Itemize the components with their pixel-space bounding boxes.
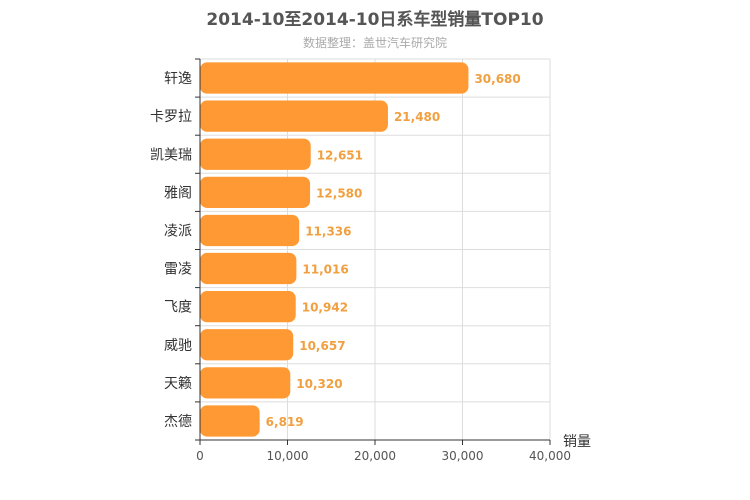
x-tick-label: 30,000 bbox=[442, 449, 484, 463]
category-label: 卡罗拉 bbox=[150, 109, 192, 125]
bar bbox=[200, 100, 388, 132]
category-label: 凯美瑞 bbox=[150, 147, 192, 163]
value-label: 6,819 bbox=[266, 415, 304, 429]
bar bbox=[200, 405, 260, 437]
category-label: 杰德 bbox=[164, 414, 192, 430]
category-label: 飞度 bbox=[164, 300, 192, 316]
x-tick-label: 0 bbox=[196, 449, 204, 463]
value-label: 11,016 bbox=[302, 263, 348, 277]
value-label: 10,320 bbox=[296, 377, 342, 391]
bar bbox=[200, 214, 300, 247]
bar bbox=[200, 291, 296, 323]
bar bbox=[200, 62, 469, 94]
value-label: 10,942 bbox=[302, 301, 348, 315]
bar bbox=[200, 176, 311, 208]
value-label: 12,580 bbox=[316, 186, 362, 200]
category-label: 雅阁 bbox=[164, 185, 192, 201]
bar bbox=[200, 138, 311, 170]
chart-subtitle: 数据整理：盖世汽车研究院 bbox=[303, 35, 447, 50]
bar bbox=[200, 367, 291, 399]
x-tick-label: 10,000 bbox=[267, 449, 309, 463]
category-label: 轩逸 bbox=[164, 71, 192, 87]
x-tick-label: 40,000 bbox=[529, 449, 571, 463]
category-label: 雷凌 bbox=[164, 262, 192, 278]
x-axis-title: 销量 bbox=[563, 434, 591, 450]
grid-lines bbox=[199, 58, 551, 441]
bar bbox=[200, 329, 294, 361]
bar bbox=[200, 252, 297, 285]
value-label: 30,680 bbox=[474, 72, 520, 86]
x-tick-label: 20,000 bbox=[354, 449, 396, 463]
bars: 30,680 21,480 12,651 12,580 11,336 11,016 10,9… bbox=[200, 62, 521, 437]
category-label: 天籁 bbox=[164, 376, 192, 392]
category-label: 凌派 bbox=[164, 223, 192, 239]
value-label: 21,480 bbox=[394, 110, 440, 124]
value-label: 11,336 bbox=[305, 224, 351, 238]
value-label: 12,651 bbox=[317, 148, 363, 162]
category-label: 威驰 bbox=[164, 338, 192, 354]
value-label: 10,657 bbox=[299, 339, 345, 353]
chart-title: 2014-10至2014-10日系车型销量TOP10 bbox=[206, 9, 543, 30]
